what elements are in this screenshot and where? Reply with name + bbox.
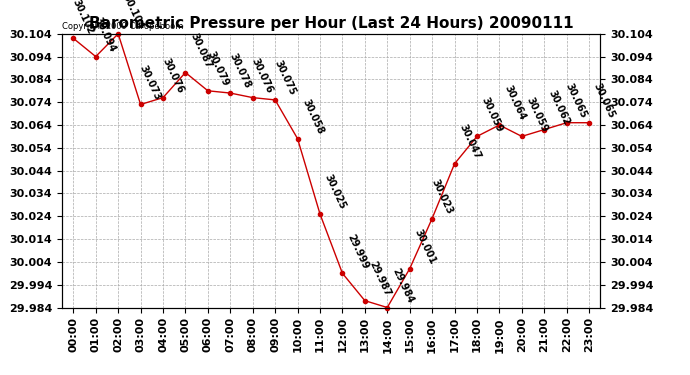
Text: 30.065: 30.065 xyxy=(564,82,589,120)
Text: 30.079: 30.079 xyxy=(205,50,230,88)
Title: Barometric Pressure per Hour (Last 24 Hours) 20090111: Barometric Pressure per Hour (Last 24 Ho… xyxy=(89,16,573,31)
Text: 30.001: 30.001 xyxy=(413,228,437,266)
Text: 30.059: 30.059 xyxy=(524,95,549,134)
Text: 30.094: 30.094 xyxy=(93,16,118,54)
Text: 30.087: 30.087 xyxy=(188,32,213,70)
Text: 30.025: 30.025 xyxy=(323,173,348,211)
Text: 30.076: 30.076 xyxy=(160,57,185,95)
Text: 30.058: 30.058 xyxy=(300,98,325,136)
Text: 30.064: 30.064 xyxy=(502,84,527,122)
Text: Copyright 2009 Caropeboom: Copyright 2009 Caropeboom xyxy=(62,22,184,31)
Text: 30.078: 30.078 xyxy=(228,52,253,90)
Text: 30.062: 30.062 xyxy=(547,88,572,127)
Text: 29.984: 29.984 xyxy=(390,266,415,305)
Text: 29.987: 29.987 xyxy=(368,260,393,298)
Text: 30.059: 30.059 xyxy=(480,95,504,134)
Text: 30.023: 30.023 xyxy=(429,177,454,216)
Text: 30.065: 30.065 xyxy=(592,82,617,120)
Text: 30.075: 30.075 xyxy=(273,59,297,97)
Text: 30.076: 30.076 xyxy=(250,57,275,95)
Text: 30.073: 30.073 xyxy=(138,63,163,102)
Text: 29.999: 29.999 xyxy=(345,232,370,270)
Text: 30.104: 30.104 xyxy=(121,0,146,31)
Text: 30.102: 30.102 xyxy=(70,0,95,36)
Text: 30.047: 30.047 xyxy=(457,123,482,161)
